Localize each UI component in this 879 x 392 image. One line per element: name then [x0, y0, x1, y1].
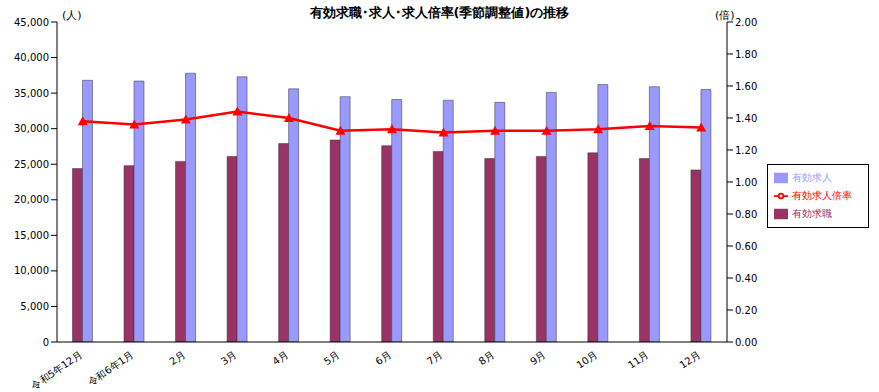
svg-text:0.00: 0.00 — [735, 337, 757, 348]
svg-text:45,000: 45,000 — [14, 17, 49, 28]
svg-text:35,000: 35,000 — [14, 88, 49, 99]
svg-text:2.00: 2.00 — [735, 17, 757, 28]
svg-text:20,000: 20,000 — [14, 194, 49, 205]
svg-text:1.40: 1.40 — [735, 113, 757, 124]
svg-text:1.80: 1.80 — [735, 49, 757, 60]
svg-text:5月: 5月 — [322, 349, 342, 367]
svg-text:1.00: 1.00 — [735, 177, 757, 188]
svg-text:4月: 4月 — [270, 349, 290, 367]
svg-text:11月: 11月 — [626, 349, 651, 371]
svg-text:6月: 6月 — [373, 349, 393, 367]
svg-text:0.80: 0.80 — [735, 209, 757, 220]
html-text:有効求人倍率: 有効求人倍率 — [792, 190, 852, 201]
svg-text:0.40: 0.40 — [735, 273, 757, 284]
svg-text:令和6年1月: 令和6年1月 — [86, 349, 136, 388]
svg-text:令和5年12月: 令和5年12月 — [29, 349, 84, 392]
svg-text:5,000: 5,000 — [20, 301, 49, 312]
svg-text:30,000: 30,000 — [14, 123, 49, 134]
svg-text:1.60: 1.60 — [735, 81, 757, 92]
svg-text:10月: 10月 — [574, 349, 599, 371]
html-text:有効求職: 有効求職 — [792, 208, 832, 219]
html-text:有効求職･求人･求人倍率(季節調整値)の推移: 有効求職･求人･求人倍率(季節調整値)の推移 — [309, 5, 570, 20]
html-text:(人): (人) — [62, 9, 82, 22]
svg-text:9月: 9月 — [528, 349, 548, 367]
svg-text:10,000: 10,000 — [14, 265, 49, 276]
svg-text:2月: 2月 — [167, 349, 187, 367]
svg-text:1.20: 1.20 — [735, 145, 757, 156]
svg-text:0.60: 0.60 — [735, 241, 757, 252]
svg-text:0.20: 0.20 — [735, 305, 757, 316]
svg-text:25,000: 25,000 — [14, 159, 49, 170]
svg-text:3月: 3月 — [219, 349, 239, 367]
svg-text:0: 0 — [43, 337, 49, 348]
svg-text:7月: 7月 — [425, 349, 445, 367]
svg-text:15,000: 15,000 — [14, 230, 49, 241]
svg-text:12月: 12月 — [677, 349, 702, 371]
svg-text:40,000: 40,000 — [14, 52, 49, 63]
html-text:(倍): (倍) — [715, 9, 735, 22]
html-text:有効求人: 有効求人 — [792, 172, 832, 183]
svg-text:8月: 8月 — [477, 349, 497, 367]
